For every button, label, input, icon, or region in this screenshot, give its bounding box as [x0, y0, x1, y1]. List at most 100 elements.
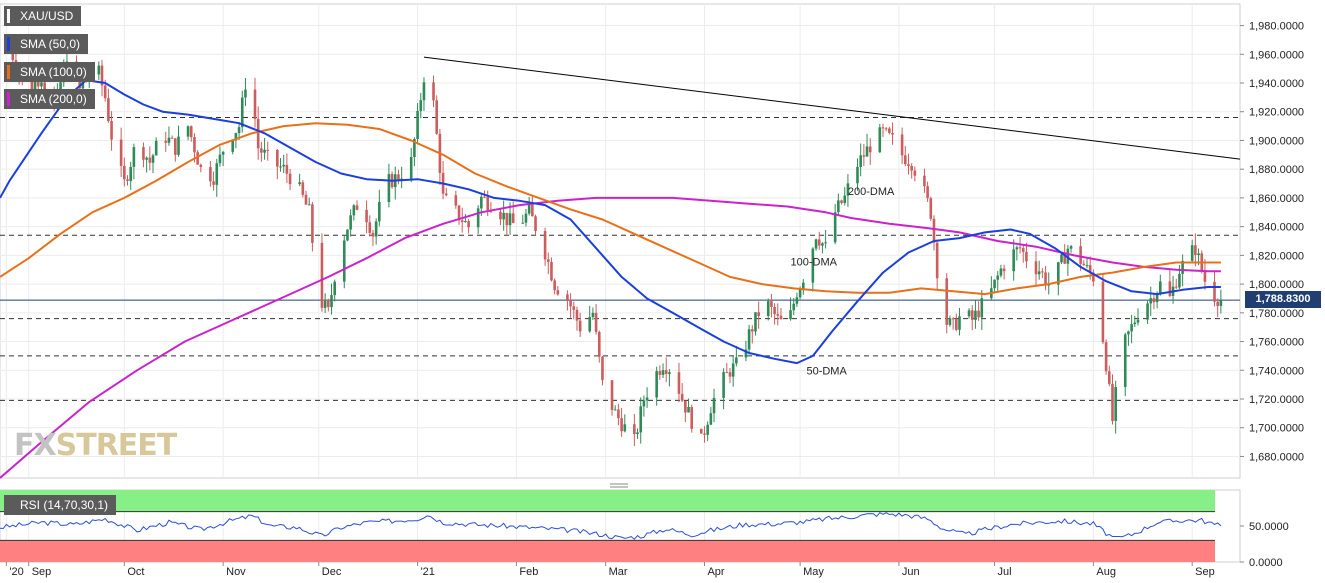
candle-body: [397, 174, 400, 181]
sma100-line: [0, 122, 1221, 296]
candle-body: [553, 280, 556, 291]
candle-body: [1168, 281, 1172, 296]
candle-body: [107, 98, 110, 122]
candle-body: [1012, 249, 1015, 272]
candle-body: [1149, 298, 1153, 304]
candle-body: [1127, 331, 1130, 335]
x-tick-label: Feb: [519, 566, 538, 578]
candle-body: [661, 370, 665, 375]
candle-body: [591, 312, 595, 318]
candle-body: [1057, 262, 1060, 285]
candle-body: [843, 195, 847, 203]
candle-body: [164, 140, 168, 143]
candle-body: [750, 329, 754, 332]
candle-body: [196, 152, 199, 165]
candle-body: [556, 290, 560, 295]
legend-symbol: XAU/USD: [4, 6, 82, 26]
candle-body: [1018, 247, 1022, 249]
candle-body: [253, 89, 257, 119]
candle-body: [712, 397, 716, 414]
y-tick-label: 1,860.0000: [1249, 193, 1304, 205]
candle-body: [1037, 271, 1041, 275]
legend-label: SMA (100,0): [20, 65, 87, 79]
sma50-line: [0, 79, 1221, 365]
candle-body: [330, 295, 333, 308]
candle-body: [59, 82, 62, 89]
candle-body: [323, 301, 327, 308]
candle-body: [432, 82, 435, 101]
candle-body: [282, 164, 286, 167]
candle-body: [664, 370, 668, 375]
candle-body: [209, 167, 212, 182]
legend-label: SMA (50,0): [20, 37, 81, 51]
y-tick-label: 1,880.0000: [1249, 164, 1304, 176]
candle-body: [409, 156, 413, 179]
candle-body: [814, 239, 818, 249]
candle-body: [792, 303, 796, 311]
candle-body: [119, 139, 123, 166]
candle-body: [151, 155, 155, 163]
candle-body: [601, 356, 604, 381]
candle-body: [266, 149, 270, 151]
ma-annotation-label: 200-DMA: [848, 186, 895, 198]
y-tick-label: 1,680.0000: [1249, 451, 1304, 463]
candle-body: [531, 204, 534, 217]
candle-body: [444, 193, 448, 196]
candle-body: [1069, 246, 1073, 249]
rsi-y-tick-label: 50.0000: [1249, 521, 1289, 533]
candle-body: [502, 212, 505, 220]
y-tick-label: 1,940.0000: [1249, 78, 1304, 90]
candle-body: [684, 400, 687, 413]
candle-body: [30, 78, 34, 90]
candle-body: [970, 310, 974, 320]
candle-body: [776, 314, 780, 316]
candle-body: [81, 81, 85, 89]
candle-body: [311, 204, 314, 243]
candle-body: [237, 127, 241, 134]
candle-body: [499, 211, 502, 220]
candle-body: [154, 140, 158, 156]
candle-body: [935, 242, 939, 279]
candle-body: [951, 318, 955, 320]
y-tick-label: 1,900.0000: [1249, 135, 1304, 147]
price-panel-frame: [0, 3, 1241, 479]
candle-body: [413, 138, 416, 157]
candle-body: [1047, 284, 1051, 286]
x-tick-label: May: [803, 566, 824, 578]
candle-body: [566, 294, 569, 300]
candle-body: [731, 363, 735, 377]
candle-body: [342, 240, 346, 282]
candle-body: [36, 80, 40, 87]
rsi-oversold-zone: [0, 540, 1215, 562]
candle-body: [374, 221, 378, 237]
candle-body: [511, 213, 515, 224]
candle-body: [974, 310, 977, 320]
candle-body: [690, 407, 694, 429]
candle-body: [1063, 254, 1066, 264]
candle-body: [722, 372, 725, 398]
candle-body: [543, 231, 547, 260]
candle-body: [1066, 248, 1070, 264]
candle-body: [1216, 301, 1219, 307]
candle-body: [304, 194, 308, 205]
last-price-tag: 1,788.8300: [1245, 291, 1321, 308]
x-tick-label: '21: [421, 566, 435, 578]
y-tick-label: 1,740.0000: [1249, 365, 1304, 377]
candle-body: [840, 200, 843, 203]
candle-body: [967, 310, 971, 317]
y-tick-label: 1,840.0000: [1249, 222, 1304, 234]
candle-body: [1213, 281, 1216, 302]
sma200-line: [0, 196, 1221, 479]
candle-body: [352, 205, 356, 216]
legend-label: XAU/USD: [20, 9, 74, 23]
candle-body: [613, 409, 617, 411]
candle-body: [655, 371, 658, 398]
candle-body: [1044, 272, 1047, 285]
candle-body: [43, 82, 46, 91]
candle-body: [735, 357, 738, 364]
candle-body: [1114, 386, 1117, 421]
candle-body: [945, 278, 949, 325]
candle-body: [1079, 246, 1082, 264]
candle-body: [483, 196, 486, 198]
